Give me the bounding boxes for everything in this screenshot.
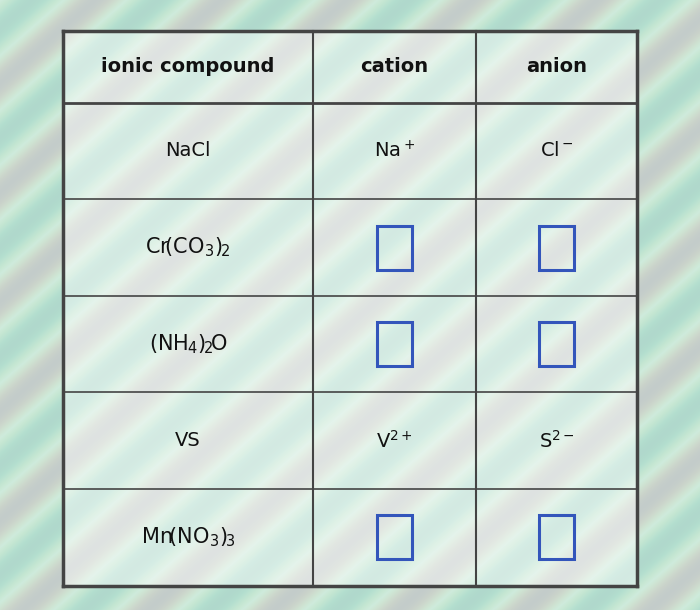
Text: anion: anion bbox=[526, 57, 587, 76]
Bar bbox=[377, 322, 412, 366]
Text: NaCl: NaCl bbox=[165, 142, 211, 160]
Text: $\mathrm{Cr}\!\left(\mathrm{CO}_3\right)_{\!2}$: $\mathrm{Cr}\!\left(\mathrm{CO}_3\right)… bbox=[146, 235, 230, 259]
Text: $\mathrm{V}^{2+}$: $\mathrm{V}^{2+}$ bbox=[376, 430, 413, 451]
Text: $\mathrm{Mn}\!\left(\mathrm{NO}_3\right)_{\!3}$: $\mathrm{Mn}\!\left(\mathrm{NO}_3\right)… bbox=[141, 525, 235, 549]
Bar bbox=[539, 515, 574, 559]
Text: VS: VS bbox=[175, 431, 201, 450]
Bar bbox=[377, 226, 412, 270]
Text: $\mathrm{Na}^+$: $\mathrm{Na}^+$ bbox=[374, 140, 415, 162]
Bar bbox=[539, 322, 574, 366]
Bar bbox=[63, 30, 637, 586]
Bar bbox=[377, 515, 412, 559]
Text: $\mathrm{Cl}^-$: $\mathrm{Cl}^-$ bbox=[540, 142, 573, 160]
Text: $\left(\mathrm{NH}_4\right)_{\!2}\!\mathrm{O}$: $\left(\mathrm{NH}_4\right)_{\!2}\!\math… bbox=[148, 332, 227, 356]
Bar bbox=[539, 226, 574, 270]
Text: ionic compound: ionic compound bbox=[102, 57, 274, 76]
Text: cation: cation bbox=[360, 57, 428, 76]
Text: $\mathrm{S}^{2-}$: $\mathrm{S}^{2-}$ bbox=[539, 430, 575, 451]
